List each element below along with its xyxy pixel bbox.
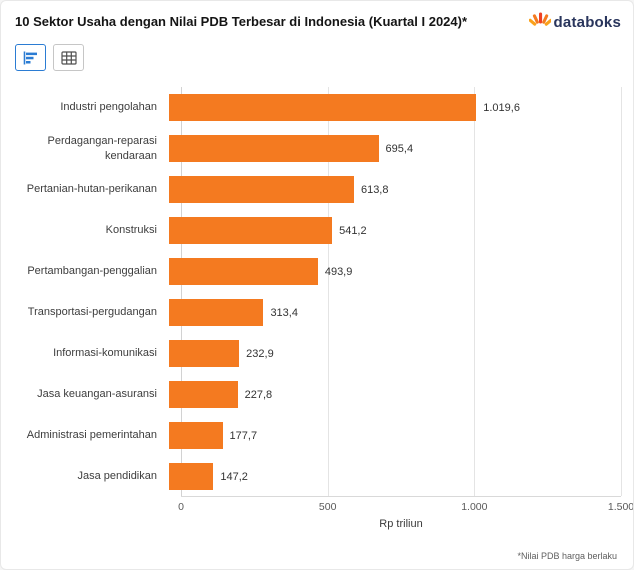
chart-gridlines [181,87,622,497]
gridline [474,87,476,496]
value-label: 232,9 [246,347,274,360]
category-label: Industri pengolahan [60,101,157,114]
bar-row: Pertanian-hutan-perikanan 613,8 [13,169,621,210]
value-label: 313,4 [270,306,298,319]
databoks-logo-text: databoks [553,13,621,31]
bar[interactable] [169,340,240,367]
bar-row: Jasa keuangan-asuransi 227,8 [13,374,621,415]
bar-chart-icon [23,51,37,64]
bar-track: 541,2 [169,210,621,251]
bar-row: Pertambangan-penggalian 493,9 [13,251,621,292]
bar-row: Informasi-komunikasi 232,9 [13,333,621,374]
bar-row: Transportasi-pergudangan 313,4 [13,292,621,333]
x-tick-label: 0 [178,501,184,513]
gridline [327,87,329,496]
x-tick-label: 1.500 [607,501,634,513]
bar-track: 695,4 [169,128,621,169]
value-label: 1.019,6 [483,101,520,114]
value-label: 147,2 [220,470,248,483]
bar-row: Konstruksi 541,2 [13,210,621,251]
databoks-logo: databoks [528,12,621,32]
bar-track: 493,9 [169,251,621,292]
x-tick-label: 500 [318,501,337,513]
databoks-logo-icon [528,12,551,26]
x-axis: 0 500 1.000 1.500 [178,497,633,515]
bar[interactable] [169,422,223,449]
category-label: Jasa keuangan-asuransi [37,388,157,401]
table-icon [60,50,77,65]
category-label: Jasa pendidikan [77,470,157,483]
x-axis-label: Rp triliun [379,518,423,530]
table-view-button[interactable] [53,44,84,71]
value-label: 695,4 [385,142,414,155]
value-label: 541,2 [339,224,367,237]
bar-track: 613,8 [169,169,621,210]
bar-row: Perdagangan-reparasi kendaraan 695,4 [13,128,621,169]
bar[interactable] [169,217,333,244]
category-label: Perdagangan-reparasi kendaraan [47,135,157,162]
bar[interactable] [169,463,214,490]
value-label: 227,8 [244,388,273,401]
category-label: Administrasi pemerintahan [26,429,157,442]
bar[interactable] [169,381,238,408]
bar-chart: Industri pengolahan 1.019,6 Perdagangan-re… [13,87,633,530]
header: 10 Sektor Usaha dengan Nilai PDB Terbesa… [13,11,621,32]
bar[interactable] [169,176,354,203]
bar[interactable] [169,135,379,162]
footnote: *Nilai PDB harga berlaku [517,551,617,561]
x-tick-label: 1.000 [461,501,488,513]
chart-rows: Industri pengolahan 1.019,6 Perdagangan-re… [13,87,621,497]
gridline [621,87,622,496]
category-label: Informasi-komunikasi [53,347,157,360]
category-label: Pertambangan-penggalian [27,265,157,278]
bar[interactable] [169,94,477,121]
category-label: Konstruksi [105,224,157,237]
bar[interactable] [169,299,264,326]
bar-track: 147,2 [169,456,621,497]
bar-track: 177,7 [169,415,621,456]
bar-row: Jasa pendidikan 147,2 [13,456,621,497]
bar-track: 313,4 [169,292,621,333]
bar-track: 232,9 [169,333,621,374]
category-label: Pertanian-hutan-perikanan [26,183,157,196]
value-label: 613,8 [360,183,389,196]
category-label: Transportasi-pergudangan [27,306,157,319]
gridline [181,87,182,496]
value-label: 177,7 [229,429,258,442]
bar-row: Administrasi pemerintahan 177,7 [13,415,621,456]
value-label: 493,9 [324,265,353,278]
bar[interactable] [169,258,318,285]
bar-track: 1.019,6 [169,87,621,128]
page-title: 10 Sektor Usaha dengan Nilai PDB Terbesa… [15,14,468,29]
bar-track: 227,8 [169,374,621,415]
bar-row: Industri pengolahan 1.019,6 [13,87,621,128]
view-toolbar [15,44,621,71]
chart-view-button[interactable] [15,44,46,71]
